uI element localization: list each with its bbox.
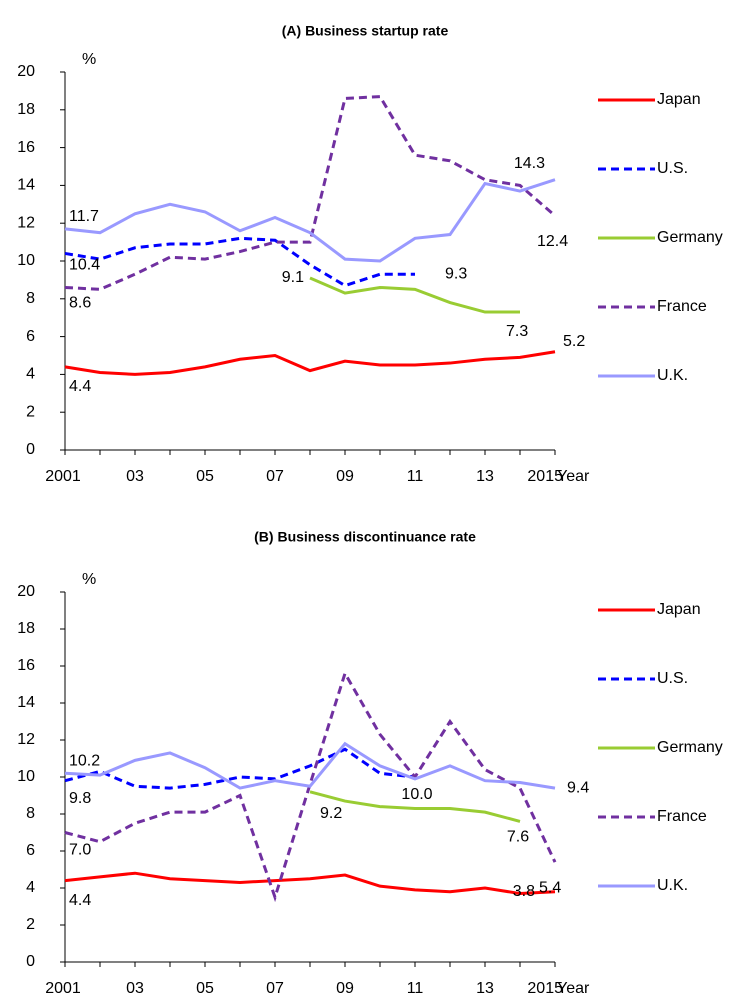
y-tick-label: 16 [17,657,35,674]
series-line [64,95,556,291]
y-tick-label: 2 [26,403,35,420]
data-label: 5.2 [563,333,585,350]
legend-label: Japan [657,91,701,108]
data-label: 3.8 [513,883,535,900]
y-tick-label: 4 [26,366,35,383]
x-axis-label: Year [557,468,590,485]
data-label: 5.4 [539,879,561,896]
data-label: 7.0 [69,842,91,859]
y-tick-label: 20 [17,63,35,80]
data-label: 10.4 [69,257,100,274]
data-label: 9.4 [567,779,589,796]
legend-label: France [657,808,707,825]
y-axis-label: % [82,51,96,68]
data-label: 4.4 [69,892,91,909]
y-axis-label: % [82,571,96,588]
data-label: 9.2 [320,805,342,822]
y-tick-label: 8 [26,805,35,822]
legend-label: Germany [657,739,723,756]
x-tick-label: 07 [266,980,284,997]
series-line [309,276,520,314]
series-line [64,741,556,790]
data-label: 7.3 [506,323,528,340]
x-tick-label: 11 [407,468,424,485]
x-tick-label: 2015 [527,980,563,997]
x-tick-label: 09 [336,980,354,997]
y-tick-label: 14 [17,694,35,711]
y-tick-label: 12 [17,214,35,231]
x-tick-label: 13 [476,980,494,997]
x-tick-label: 11 [407,980,424,997]
series-line [64,350,556,376]
x-tick-label: 2001 [45,980,81,997]
y-tick-label: 18 [17,620,35,637]
legend-label: U.S. [657,670,688,687]
data-label: 4.4 [69,378,91,395]
legend-label: Germany [657,229,723,246]
series-line [64,747,416,790]
y-tick-label: 10 [17,768,35,785]
y-tick-label: 6 [26,328,35,345]
data-label: 11.7 [69,208,99,225]
legend-label: Japan [657,601,701,618]
y-tick-label: 8 [26,290,35,307]
chart-title: (B) Business discontinuance rate [254,529,476,545]
x-tick-label: 03 [126,468,144,485]
y-tick-label: 4 [26,879,35,896]
y-tick-label: 16 [17,139,35,156]
data-label: 9.8 [69,790,91,807]
x-tick-label: 07 [266,468,284,485]
series-line [64,178,556,263]
y-tick-label: 10 [17,252,35,269]
y-tick-label: 0 [26,953,35,970]
y-tick-label: 20 [17,583,35,600]
series-line [309,790,521,823]
data-label: 10.2 [69,753,100,770]
x-tick-label: 13 [476,468,494,485]
x-tick-label: 2015 [527,468,563,485]
data-label: 14.3 [514,155,545,172]
data-label: 8.6 [69,295,91,312]
series-line [64,669,557,903]
series-line [64,236,415,288]
legend-label: France [657,298,707,315]
y-tick-label: 12 [17,731,35,748]
chart-title: (A) Business startup rate [282,23,449,39]
y-tick-label: 2 [26,916,35,933]
y-tick-label: 18 [17,101,35,118]
data-label: 9.1 [282,269,304,286]
x-tick-label: 2001 [45,468,81,485]
x-axis-label: Year [557,980,590,997]
y-tick-label: 6 [26,842,35,859]
y-tick-label: 14 [17,177,35,194]
x-tick-label: 09 [336,468,354,485]
data-label: 12.4 [537,233,568,250]
legend-label: U.K. [657,877,688,894]
x-tick-label: 05 [196,980,214,997]
series-line [64,871,556,896]
data-label: 9.3 [445,265,467,282]
x-tick-label: 03 [126,980,144,997]
y-tick-label: 0 [26,441,35,458]
x-tick-label: 05 [196,468,214,485]
legend-label: U.S. [657,160,688,177]
legend-label: U.K. [657,367,688,384]
data-label: 10.0 [401,786,432,803]
data-label: 7.6 [507,829,529,846]
